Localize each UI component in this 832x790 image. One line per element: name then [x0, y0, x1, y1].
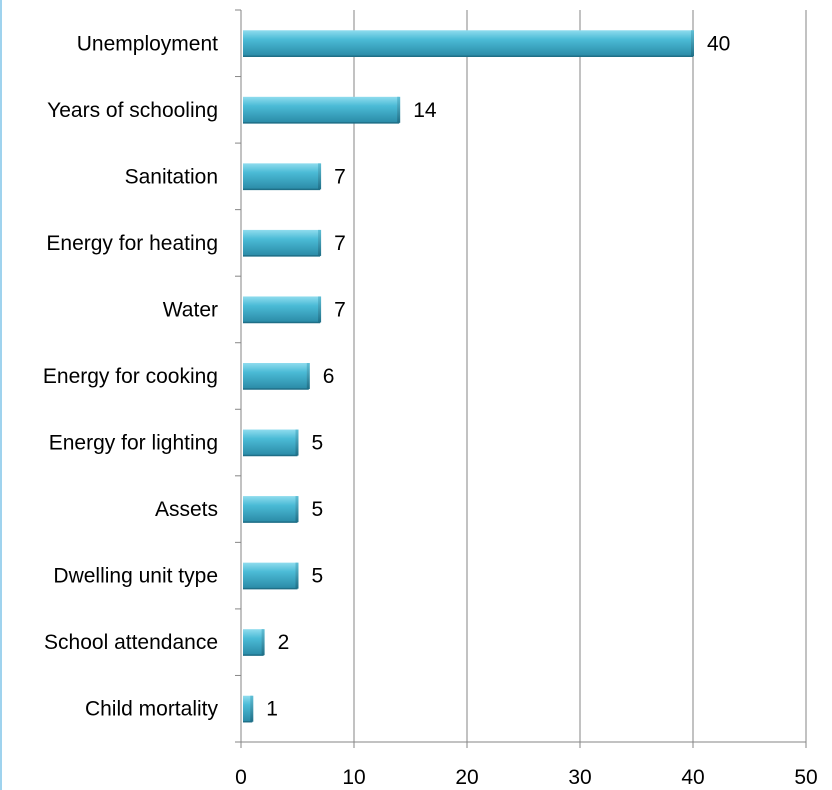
category-label: Energy for lighting — [49, 432, 218, 455]
data-label: 7 — [334, 232, 346, 255]
bar-end-cap — [691, 30, 694, 57]
bar — [243, 629, 264, 656]
data-label: 5 — [312, 432, 324, 455]
x-tick-label: 30 — [568, 766, 591, 789]
x-tick-label: 50 — [794, 766, 817, 789]
bars — [243, 30, 694, 723]
category-label: Water — [163, 298, 218, 321]
category-label: Assets — [155, 498, 218, 521]
x-tick-label: 40 — [681, 766, 704, 789]
bar-end-cap — [295, 429, 299, 456]
category-label: Years of schooling — [47, 99, 218, 122]
category-label: Child mortality — [85, 698, 219, 721]
bar — [243, 562, 298, 589]
bar — [243, 163, 321, 190]
data-label: 7 — [334, 298, 346, 321]
axes — [235, 9, 807, 748]
data-label: 40 — [707, 32, 730, 55]
category-label: Energy for heating — [46, 232, 218, 255]
data-label: 6 — [323, 365, 335, 388]
category-label: School attendance — [44, 631, 218, 654]
bar — [243, 363, 309, 389]
data-label: 5 — [312, 498, 324, 521]
labels: 0 10 20 30 40 50 Unemployment 40 Years of school… — [43, 32, 818, 789]
bar — [243, 429, 298, 456]
gridlines — [353, 10, 807, 742]
data-label: 2 — [278, 631, 290, 654]
x-tick-label: 20 — [455, 766, 478, 789]
x-tick-label: 10 — [342, 766, 365, 789]
bar-end-cap — [306, 363, 310, 389]
bar-end-cap — [261, 629, 265, 656]
data-label: 5 — [312, 565, 324, 588]
bar-end-cap — [318, 296, 322, 323]
bar — [243, 229, 321, 256]
bar-end-cap — [318, 229, 322, 256]
bar-end-cap — [250, 695, 254, 722]
bar — [243, 695, 253, 722]
x-tick-label: 0 — [235, 766, 247, 789]
bar — [243, 96, 400, 123]
category-label: Sanitation — [125, 165, 218, 188]
data-label: 1 — [266, 698, 278, 721]
category-label: Dwelling unit type — [53, 565, 218, 588]
bar-end-cap — [295, 562, 299, 589]
category-label: Unemployment — [77, 32, 218, 55]
bar-end-cap — [295, 496, 299, 523]
data-label: 7 — [334, 165, 346, 188]
data-label: 14 — [413, 99, 437, 122]
category-label: Energy for cooking — [43, 365, 218, 388]
bar-end-cap — [318, 163, 322, 190]
bar — [243, 496, 298, 523]
bar — [243, 30, 693, 57]
bar-end-cap — [397, 96, 401, 123]
bar — [243, 296, 321, 323]
